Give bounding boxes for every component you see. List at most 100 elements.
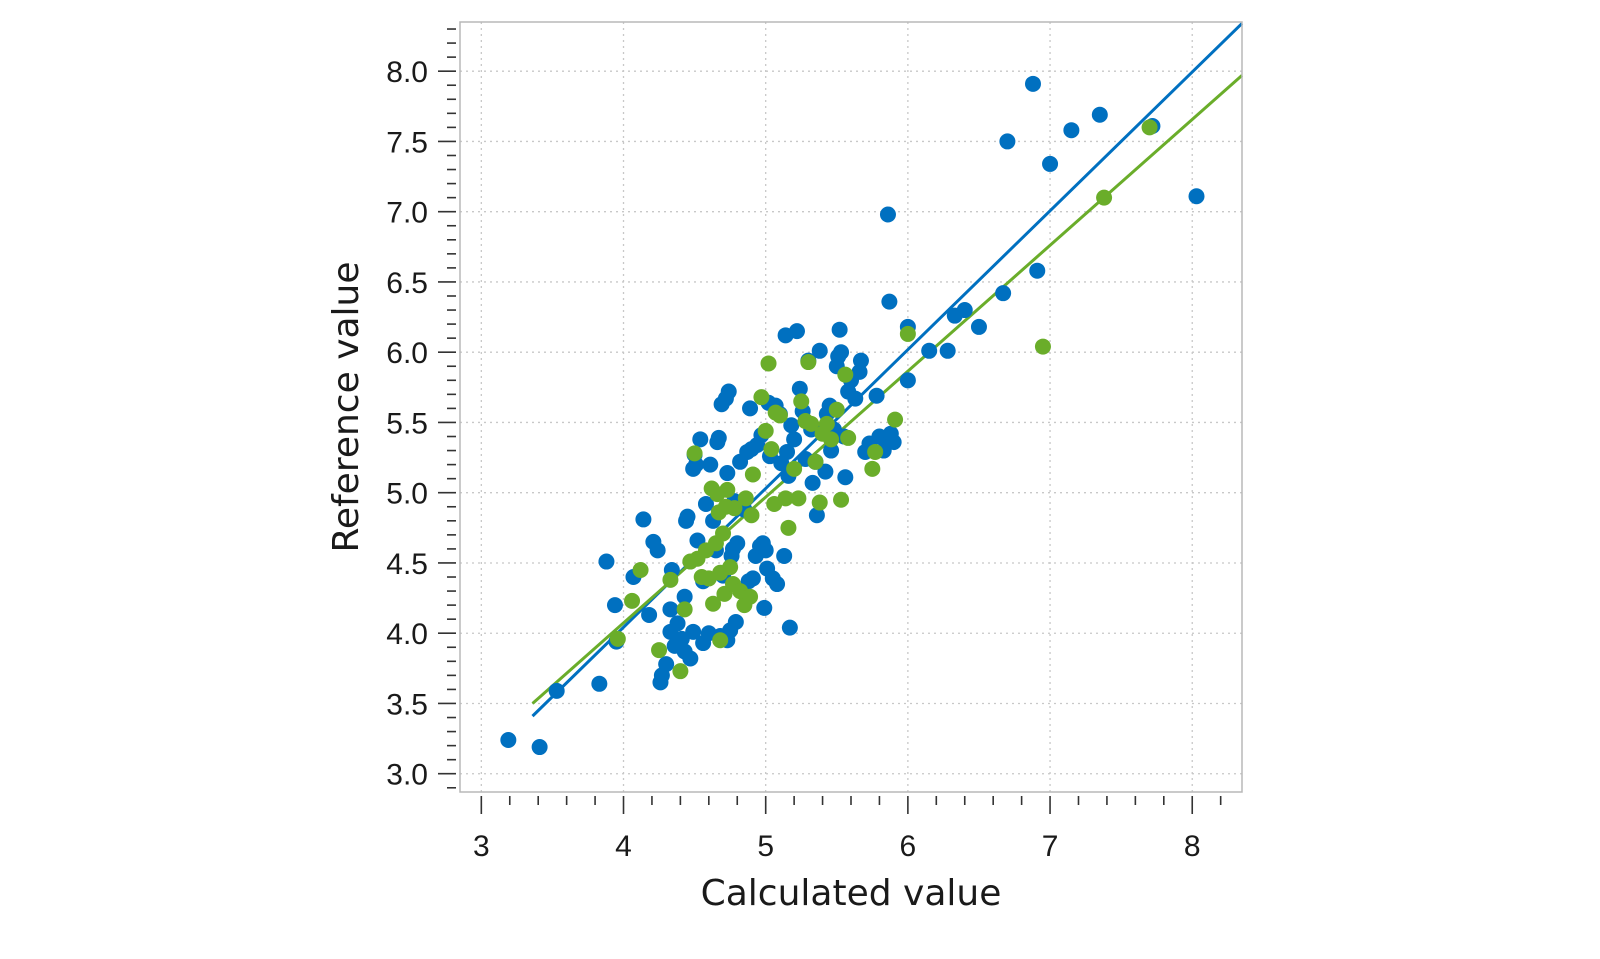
data-point bbox=[763, 441, 780, 458]
data-points bbox=[500, 75, 1205, 756]
data-point bbox=[823, 442, 840, 459]
data-point bbox=[598, 553, 615, 570]
data-point bbox=[808, 507, 825, 524]
x-axis-title: Calculated value bbox=[701, 873, 1002, 914]
data-point bbox=[632, 561, 649, 578]
data-point bbox=[788, 323, 805, 340]
y-tick-label: 4.0 bbox=[386, 618, 428, 651]
data-point bbox=[831, 321, 848, 338]
data-point bbox=[833, 491, 850, 508]
data-point bbox=[685, 623, 702, 640]
data-point bbox=[705, 595, 722, 612]
data-point bbox=[847, 390, 864, 407]
data-point bbox=[780, 519, 797, 536]
y-tick-label: 3.5 bbox=[386, 688, 428, 721]
data-point bbox=[1042, 155, 1059, 172]
data-point bbox=[786, 431, 803, 448]
data-point bbox=[1063, 122, 1080, 139]
data-point bbox=[1188, 188, 1205, 205]
data-point bbox=[786, 460, 803, 477]
data-point bbox=[609, 630, 626, 647]
y-tick-label: 7.0 bbox=[386, 197, 428, 230]
y-tick-label: 4.5 bbox=[386, 548, 428, 581]
y-tick-label: 8.0 bbox=[386, 56, 428, 89]
data-point bbox=[679, 508, 696, 525]
data-point bbox=[669, 615, 686, 632]
data-point bbox=[658, 656, 675, 673]
data-point bbox=[719, 465, 736, 482]
axes: 3 4 5 6 7 8 3.0 3.5 4.0 4.5 5.0 5.5 6.0 6.5 7.0 7.5 8.0 bbox=[386, 28, 1222, 863]
data-point bbox=[867, 443, 884, 460]
data-point bbox=[776, 547, 793, 564]
data-point bbox=[899, 325, 916, 342]
data-point bbox=[676, 601, 693, 618]
data-point bbox=[756, 599, 773, 616]
data-point bbox=[921, 342, 938, 359]
data-point bbox=[744, 570, 761, 587]
data-point bbox=[807, 453, 824, 470]
data-point bbox=[970, 318, 987, 335]
data-point bbox=[649, 542, 666, 559]
data-point bbox=[727, 613, 744, 630]
data-point bbox=[995, 285, 1012, 302]
data-point bbox=[712, 632, 729, 649]
data-point bbox=[828, 401, 845, 418]
data-point bbox=[837, 366, 854, 383]
y-tick-label: 3.0 bbox=[386, 759, 428, 792]
x-tick-label: 5 bbox=[757, 830, 774, 863]
x-tick-label: 8 bbox=[1184, 830, 1201, 863]
x-tick-label: 6 bbox=[900, 830, 917, 863]
data-point bbox=[742, 588, 759, 605]
y-tick-label: 5.5 bbox=[386, 407, 428, 440]
data-point bbox=[742, 400, 759, 417]
data-point bbox=[722, 559, 739, 576]
regression-lines bbox=[531, 22, 1244, 718]
data-point bbox=[817, 463, 834, 480]
data-point bbox=[956, 302, 973, 319]
data-point bbox=[743, 507, 760, 524]
y-axis-title: Reference value bbox=[326, 261, 367, 552]
data-point bbox=[1029, 262, 1046, 279]
plot-frame bbox=[459, 21, 1243, 793]
data-point bbox=[840, 429, 857, 446]
data-point bbox=[777, 490, 794, 507]
data-point bbox=[672, 663, 689, 680]
data-point bbox=[939, 342, 956, 359]
data-point bbox=[818, 415, 835, 432]
data-point bbox=[811, 494, 828, 511]
data-point bbox=[686, 445, 703, 462]
data-point bbox=[781, 619, 798, 636]
data-point bbox=[737, 490, 754, 507]
data-point bbox=[676, 588, 693, 605]
data-point bbox=[729, 535, 746, 552]
data-point bbox=[757, 422, 774, 439]
data-point bbox=[881, 293, 898, 310]
data-point bbox=[682, 650, 699, 667]
data-point bbox=[790, 490, 807, 507]
x-tick-label: 4 bbox=[615, 830, 632, 863]
y-tick-label: 5.0 bbox=[386, 478, 428, 511]
data-point bbox=[800, 354, 817, 371]
data-point bbox=[548, 682, 565, 699]
data-point bbox=[744, 466, 761, 483]
x-tick-label: 7 bbox=[1042, 830, 1059, 863]
data-point bbox=[887, 411, 904, 428]
data-point bbox=[753, 389, 770, 406]
data-point bbox=[783, 417, 800, 434]
data-point bbox=[868, 387, 885, 404]
data-point bbox=[885, 434, 902, 451]
data-point bbox=[1091, 106, 1108, 123]
data-point bbox=[823, 431, 840, 448]
data-point bbox=[793, 393, 810, 410]
data-point bbox=[864, 460, 881, 477]
data-point bbox=[662, 571, 679, 588]
data-point bbox=[757, 542, 774, 559]
data-point bbox=[710, 429, 727, 446]
data-point bbox=[760, 355, 777, 372]
data-point bbox=[651, 642, 668, 659]
data-point bbox=[697, 495, 714, 512]
data-point bbox=[641, 606, 658, 623]
data-point bbox=[771, 407, 788, 424]
data-point bbox=[899, 372, 916, 389]
